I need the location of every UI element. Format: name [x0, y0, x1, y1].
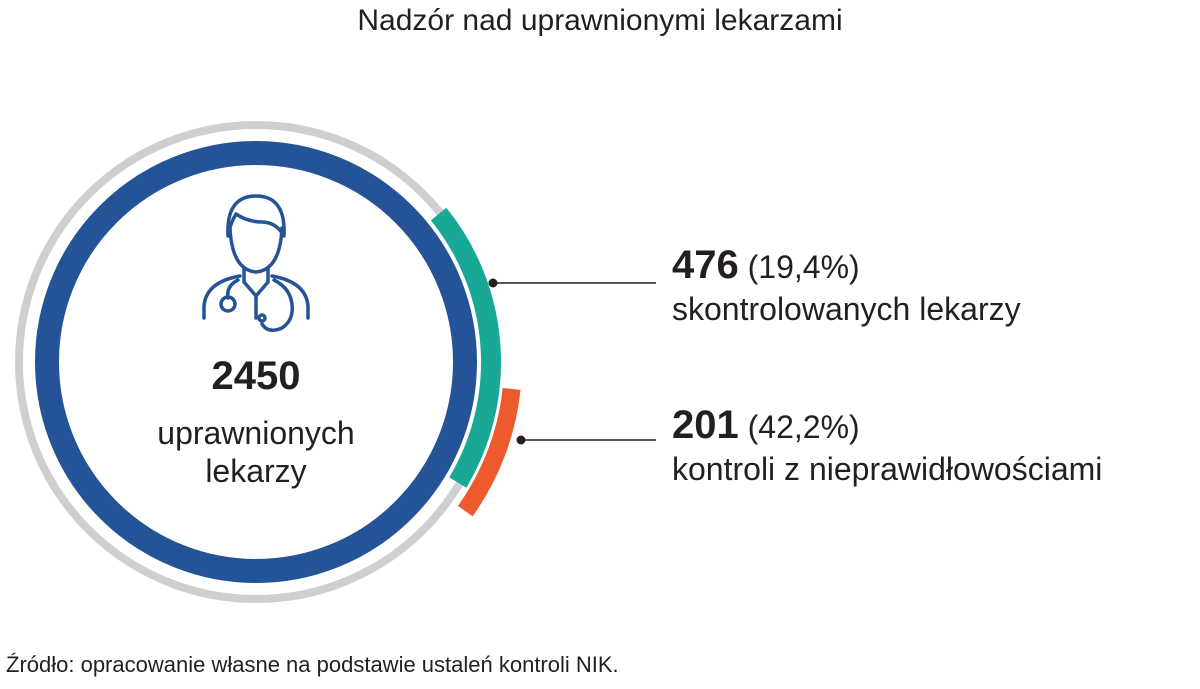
callout-irregularities-value: 201 [672, 403, 739, 447]
callout-controlled: 476 (19,4%) skontrolowanych lekarzy [672, 244, 1021, 330]
total-doctors-label-line-2: lekarzy [205, 453, 307, 489]
callout-dot-1 [488, 278, 498, 288]
source-note: Źródło: opracowanie własne na podstawie … [6, 652, 619, 677]
total-ring [35, 141, 477, 583]
callout-dot-2 [516, 435, 526, 445]
total-doctors-label-line-1: uprawnionych [157, 415, 355, 451]
callout-irregularities: 201 (42,2%) kontroli z nieprawidłowościa… [672, 404, 1102, 490]
callout-controlled-value: 476 [672, 243, 739, 287]
callout-controlled-headline: 476 (19,4%) [672, 244, 1021, 288]
controlled-doctors-arc [430, 207, 502, 488]
callout-irregularities-headline: 201 (42,2%) [672, 404, 1102, 448]
chart-title: Nadzór nad uprawnionymi lekarzami [357, 4, 843, 37]
callout-irregularities-percent: (42,2%) [747, 409, 860, 445]
doctor-icon [202, 194, 310, 332]
total-doctors-label: uprawnionych lekarzy [120, 414, 392, 490]
callout-controlled-label: skontrolowanych lekarzy [672, 291, 1021, 327]
callout-controlled-percent: (19,4%) [747, 249, 860, 285]
total-doctors-value: 2450 [211, 354, 301, 398]
irregularities-arc [457, 387, 521, 517]
callout-irregularities-label: kontroli z nieprawidłowościami [672, 451, 1103, 487]
